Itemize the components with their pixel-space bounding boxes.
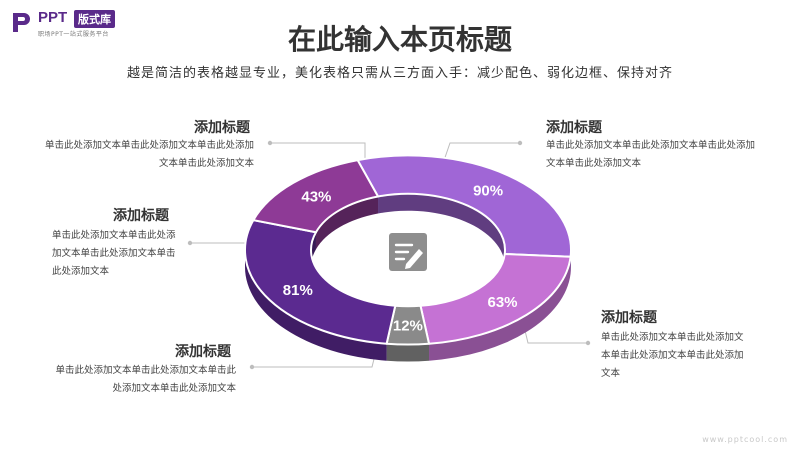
connector-dot-bottom-left (249, 364, 255, 370)
annotation-title-bottom-right: 添加标题 (601, 310, 657, 326)
donut-label-4: 43% (301, 189, 331, 206)
donut-labels: 90% 63% 12% 81% 43% (283, 183, 518, 335)
donut-label-2: 12% (393, 317, 423, 334)
donut-group: 90% 63% 12% 81% 43% (244, 154, 572, 362)
annotation-body-top-left: 单击此处添加文本单击此处添加文本单击此处添加文本单击此处添加文本 (44, 140, 254, 169)
connector-dot-top-left (267, 140, 273, 146)
logo: PPT 版式库 职场PPT一站式服务平台 (10, 8, 170, 38)
donut-segment-3 (244, 219, 397, 345)
annotation-title-mid-left: 添加标题 (113, 208, 169, 224)
donut-label-0: 90% (473, 183, 503, 200)
donut-outer-wall-1 (429, 256, 571, 361)
logo-ppt-text: PPT (38, 9, 68, 26)
annotation-body-top-right: 单击此处添加文本单击此处添加文本单击此处添加文本单击此处添加文本 (546, 140, 756, 169)
donut-label-1: 63% (487, 294, 517, 311)
donut-inner-wall-0 (378, 193, 505, 267)
connector-dot-top-right (517, 140, 523, 146)
donut-outer-wall-2 (386, 343, 430, 362)
donut-inner-wall-4 (315, 196, 379, 250)
donut-label-3: 81% (283, 282, 313, 299)
donut-outer-wall-3 (245, 250, 387, 361)
annotation-title-bottom-left: 添加标题 (175, 344, 231, 360)
connector-dot-bottom-right (585, 340, 591, 346)
watermark: www.pptcool.com (702, 435, 788, 444)
donut-segment-0 (356, 154, 572, 258)
page-subtitle: 越是简洁的表格越显专业，美化表格只需从三方面入手：减少配色、弱化边框、保持对齐 (126, 66, 673, 81)
logo-subtitle: 职场PPT一站式服务平台 (38, 31, 109, 38)
donut-inner-wall-3 (311, 232, 316, 267)
donut-tops (244, 154, 572, 346)
annotation-body-bottom-right: 单击此处添加文本单击此处添加文本单击此处添加文本单击此处添加文本 (601, 332, 744, 379)
annotation-body-mid-left: 单击此处添加文本单击此处添加文本单击此处添加文本单击此处添加文本 (52, 230, 176, 277)
donut-sides (245, 193, 571, 362)
page-title: 在此输入本页标题 (287, 23, 512, 56)
edit-icon (389, 233, 427, 271)
logo-badge: 版式库 (74, 10, 115, 28)
annotation-title-top-left: 添加标题 (194, 120, 250, 136)
donut-segment-4 (252, 159, 380, 234)
annotation-title-top-right: 添加标题 (546, 120, 602, 136)
logo-mark-icon (13, 13, 30, 32)
annotation-body-bottom-left: 单击此处添加文本单击此处添加文本单击此处添加文本单击此处添加文本 (55, 365, 236, 394)
connector-dot-mid-left (187, 240, 193, 246)
